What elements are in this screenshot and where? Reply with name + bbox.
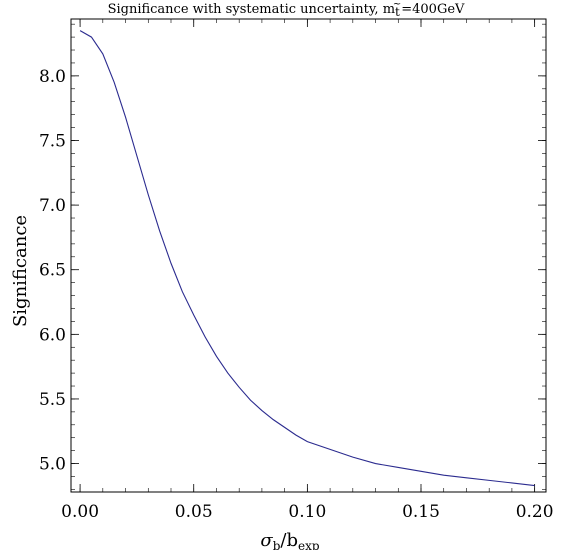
x-axis-label: σb/bexp bbox=[260, 530, 319, 550]
y-tick-label: 8.0 bbox=[39, 67, 66, 87]
significance-curve bbox=[79, 30, 535, 487]
major-ticks bbox=[71, 19, 546, 492]
x-tick-label: 0.15 bbox=[402, 502, 440, 522]
y-axis-label: Significance bbox=[10, 215, 31, 327]
x-tick-labels: 0.00 0.05 0.10 0.15 0.20 bbox=[61, 502, 553, 522]
y-tick-label: 7.0 bbox=[39, 196, 66, 216]
x-tick-label: 0.20 bbox=[516, 502, 554, 522]
y-tick-label: 7.5 bbox=[39, 131, 66, 151]
y-tick-label: 5.5 bbox=[39, 390, 66, 410]
y-tick-label: 6.5 bbox=[39, 261, 66, 281]
x-tick-label: 0.00 bbox=[61, 502, 99, 522]
x-tick-label: 0.10 bbox=[288, 502, 326, 522]
y-tick-label: 5.0 bbox=[39, 455, 66, 475]
plot-frame bbox=[70, 18, 547, 493]
minor-ticks bbox=[71, 19, 546, 492]
y-tick-labels: 5.0 5.5 6.0 6.5 7.0 7.5 8.0 bbox=[39, 67, 66, 475]
x-tick-label: 0.05 bbox=[175, 502, 213, 522]
chart-title: Significance with systematic uncertainty… bbox=[108, 0, 465, 19]
y-tick-label: 6.0 bbox=[39, 325, 66, 345]
